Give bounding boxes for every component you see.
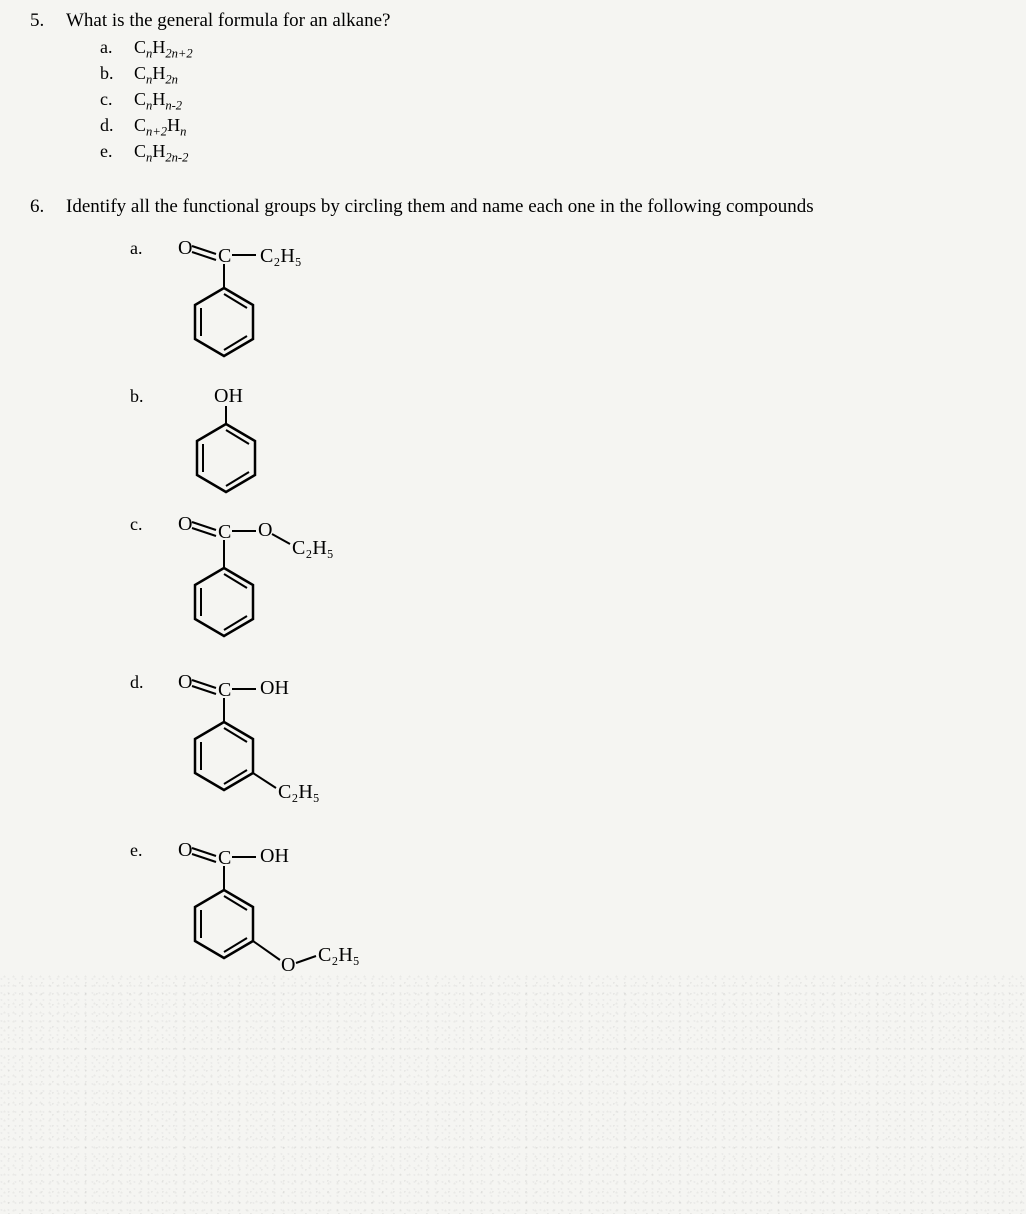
- carbon-label: C: [218, 679, 231, 701]
- benzene-ring: [195, 722, 253, 790]
- substituent-bond: [253, 941, 280, 960]
- option-label: b.: [100, 62, 120, 88]
- oxygen-label: O: [178, 671, 192, 693]
- oxygen-label: O: [178, 839, 192, 861]
- ethyl-label: C₂H₅: [292, 537, 334, 559]
- compound-b: b. OH: [130, 384, 996, 504]
- formula: CnH2n: [134, 62, 178, 88]
- formula: CnH2n+2: [134, 36, 193, 62]
- q5-option-d: d. Cn+2Hn: [100, 114, 996, 140]
- scan-noise: [0, 974, 1026, 1214]
- structure-e-svg: O C OH O C₂H₅: [168, 838, 408, 998]
- single-bond-2: [272, 534, 290, 544]
- carbon-label: C: [218, 245, 231, 267]
- q6-compounds: a. O C C₂H₅ b.: [130, 236, 996, 998]
- ethyl-label: C₂H₅: [278, 781, 320, 803]
- hydroxyl-label: OH: [260, 845, 289, 867]
- structure-a-svg: O C C₂H₅: [168, 236, 348, 376]
- oxygen-2-label: O: [258, 519, 272, 541]
- oxygen-label: O: [178, 237, 192, 259]
- option-label: d.: [100, 114, 120, 140]
- benzene-ring: [195, 288, 253, 356]
- q5-option-e: e. CnH2n-2: [100, 140, 996, 166]
- compound-c: c. O C O C₂H₅: [130, 512, 996, 662]
- benzene-ring: [195, 890, 253, 958]
- benzene-ring: [195, 568, 253, 636]
- substituent-bond-2: [296, 956, 316, 963]
- q5-number: 5.: [30, 10, 54, 32]
- compound-a: a. O C C₂H₅: [130, 236, 996, 376]
- substituent-bond: [253, 773, 276, 788]
- formula: Cn+2Hn: [134, 114, 186, 140]
- q5-option-b: b. CnH2n: [100, 62, 996, 88]
- option-label: e.: [100, 140, 120, 166]
- ethyl-label: C₂H₅: [260, 245, 302, 267]
- formula: CnHn-2: [134, 88, 182, 114]
- option-label: d.: [130, 672, 150, 693]
- q6-header: 6. Identify all the functional groups by…: [30, 196, 996, 218]
- structure-d-svg: O C OH C₂H₅: [168, 670, 368, 830]
- oxygen-label: O: [178, 513, 192, 535]
- option-label: c.: [130, 514, 150, 535]
- q6-text: Identify all the functional groups by ci…: [66, 196, 814, 218]
- q5-options: a. CnH2n+2 b. CnH2n c. CnHn-2 d. Cn+2Hn …: [100, 36, 996, 166]
- option-label: a.: [130, 238, 150, 259]
- option-label: b.: [130, 386, 150, 407]
- benzene-ring: [197, 424, 255, 492]
- structure-b-svg: OH: [168, 384, 308, 504]
- q6-number: 6.: [30, 196, 54, 218]
- carbon-label: C: [218, 521, 231, 543]
- oxygen-2-label: O: [281, 954, 295, 976]
- hydroxyl-label: OH: [214, 385, 243, 407]
- option-label: c.: [100, 88, 120, 114]
- option-label: a.: [100, 36, 120, 62]
- compound-e: e. O C OH O C₂H₅: [130, 838, 996, 998]
- carbon-label: C: [218, 847, 231, 869]
- ethyl-label: C₂H₅: [318, 944, 360, 966]
- q5-option-c: c. CnHn-2: [100, 88, 996, 114]
- q5-option-a: a. CnH2n+2: [100, 36, 996, 62]
- question-5: 5. What is the general formula for an al…: [30, 10, 996, 166]
- formula: CnH2n-2: [134, 140, 188, 166]
- structure-c-svg: O C O C₂H₅: [168, 512, 378, 662]
- question-6: 6. Identify all the functional groups by…: [30, 196, 996, 998]
- hydroxyl-label: OH: [260, 677, 289, 699]
- option-label: e.: [130, 840, 150, 861]
- compound-d: d. O C OH C₂H₅: [130, 670, 996, 830]
- q5-text: What is the general formula for an alkan…: [66, 10, 390, 32]
- q5-header: 5. What is the general formula for an al…: [30, 10, 996, 32]
